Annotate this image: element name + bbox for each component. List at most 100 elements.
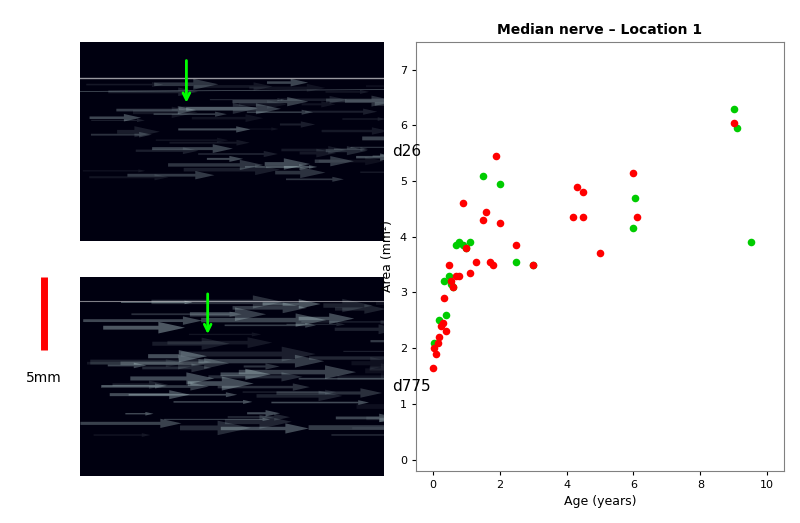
- FancyArrow shape: [322, 127, 389, 135]
- FancyArrow shape: [90, 355, 212, 369]
- Point: [486, 260, 499, 269]
- Point: [627, 168, 640, 177]
- FancyArrow shape: [334, 147, 368, 151]
- Point: [727, 105, 740, 113]
- FancyArrow shape: [245, 165, 318, 169]
- Point: [526, 260, 539, 269]
- FancyArrow shape: [280, 121, 315, 128]
- X-axis label: Age (years): Age (years): [564, 495, 636, 508]
- FancyArrow shape: [154, 79, 218, 90]
- FancyArrow shape: [376, 298, 453, 308]
- FancyArrow shape: [298, 313, 354, 324]
- Point: [438, 277, 451, 286]
- Point: [477, 172, 490, 180]
- FancyArrow shape: [247, 410, 280, 416]
- FancyArrow shape: [286, 177, 344, 182]
- Point: [463, 269, 476, 277]
- Point: [446, 283, 459, 291]
- FancyArrow shape: [110, 390, 190, 399]
- FancyArrow shape: [181, 347, 316, 361]
- FancyArrow shape: [334, 324, 401, 334]
- FancyArrow shape: [81, 419, 182, 428]
- Point: [483, 258, 496, 266]
- FancyArrow shape: [218, 383, 310, 391]
- FancyArrow shape: [257, 391, 342, 401]
- FancyArrow shape: [87, 359, 184, 367]
- Point: [490, 152, 502, 160]
- FancyArrow shape: [156, 138, 229, 143]
- FancyArrow shape: [108, 87, 198, 96]
- FancyArrow shape: [338, 371, 464, 384]
- FancyArrow shape: [167, 337, 272, 348]
- FancyArrow shape: [345, 96, 397, 107]
- FancyArrow shape: [170, 140, 250, 145]
- Point: [629, 194, 642, 202]
- FancyArrow shape: [142, 363, 211, 372]
- Point: [446, 283, 459, 291]
- FancyArrow shape: [91, 132, 152, 138]
- FancyArrow shape: [233, 302, 307, 313]
- FancyArrow shape: [121, 358, 230, 369]
- Y-axis label: Area (mm²): Area (mm²): [382, 220, 394, 292]
- FancyArrow shape: [238, 100, 286, 109]
- Point: [450, 271, 462, 280]
- FancyArrow shape: [233, 97, 309, 106]
- FancyArrow shape: [130, 372, 214, 384]
- Point: [460, 244, 473, 252]
- FancyArrow shape: [370, 338, 406, 345]
- FancyArrow shape: [239, 366, 356, 379]
- Point: [727, 118, 740, 127]
- FancyArrow shape: [365, 363, 415, 378]
- FancyArrow shape: [326, 146, 368, 155]
- Point: [577, 188, 590, 197]
- Text: d775: d775: [392, 379, 430, 394]
- Point: [440, 311, 453, 319]
- FancyArrow shape: [113, 381, 168, 389]
- Point: [494, 180, 506, 188]
- FancyArrow shape: [250, 84, 326, 92]
- FancyArrow shape: [90, 174, 169, 180]
- FancyArrow shape: [366, 83, 451, 89]
- Point: [428, 338, 441, 347]
- FancyArrow shape: [151, 295, 283, 309]
- FancyArrow shape: [108, 362, 146, 368]
- FancyArrow shape: [335, 304, 386, 314]
- Point: [567, 213, 580, 221]
- FancyArrow shape: [221, 423, 309, 434]
- FancyArrow shape: [265, 158, 310, 170]
- FancyArrow shape: [209, 372, 302, 381]
- FancyArrow shape: [198, 151, 278, 157]
- FancyArrow shape: [244, 363, 280, 370]
- FancyArrow shape: [309, 353, 429, 363]
- FancyArrow shape: [90, 114, 141, 121]
- FancyArrow shape: [356, 153, 397, 161]
- Point: [434, 322, 447, 330]
- FancyArrow shape: [179, 103, 258, 114]
- FancyArrow shape: [336, 414, 398, 422]
- FancyArrow shape: [362, 133, 462, 144]
- Point: [480, 208, 493, 216]
- FancyArrow shape: [309, 420, 425, 435]
- FancyArrow shape: [275, 167, 326, 178]
- FancyArrow shape: [302, 101, 335, 107]
- FancyArrow shape: [326, 90, 369, 94]
- FancyArrow shape: [117, 126, 160, 138]
- FancyArrow shape: [221, 369, 271, 380]
- FancyArrow shape: [127, 171, 214, 179]
- FancyArrow shape: [83, 316, 202, 325]
- Point: [443, 271, 456, 280]
- Point: [440, 327, 453, 336]
- FancyArrow shape: [267, 79, 308, 86]
- FancyArrow shape: [168, 160, 263, 170]
- FancyArrow shape: [266, 164, 314, 170]
- Point: [457, 199, 470, 208]
- FancyArrow shape: [262, 299, 321, 309]
- Point: [730, 124, 743, 132]
- Point: [450, 241, 462, 249]
- Point: [438, 294, 451, 302]
- FancyArrow shape: [174, 400, 253, 404]
- FancyArrow shape: [350, 145, 398, 149]
- FancyArrow shape: [331, 433, 419, 437]
- FancyArrow shape: [129, 392, 238, 397]
- FancyArrow shape: [201, 313, 326, 327]
